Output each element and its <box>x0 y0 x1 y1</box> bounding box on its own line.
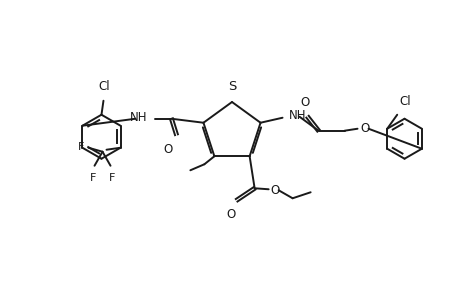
Text: NH: NH <box>288 109 305 122</box>
Text: NH: NH <box>130 111 147 124</box>
Text: O: O <box>299 96 308 109</box>
Text: O: O <box>359 122 369 135</box>
Text: F: F <box>78 142 84 152</box>
Text: O: O <box>225 208 235 221</box>
Text: F: F <box>90 173 96 183</box>
Text: O: O <box>269 184 279 197</box>
Text: O: O <box>163 143 173 156</box>
Text: Cl: Cl <box>98 80 110 93</box>
Text: F: F <box>109 173 116 183</box>
Text: S: S <box>227 80 235 93</box>
Text: Cl: Cl <box>398 95 410 108</box>
